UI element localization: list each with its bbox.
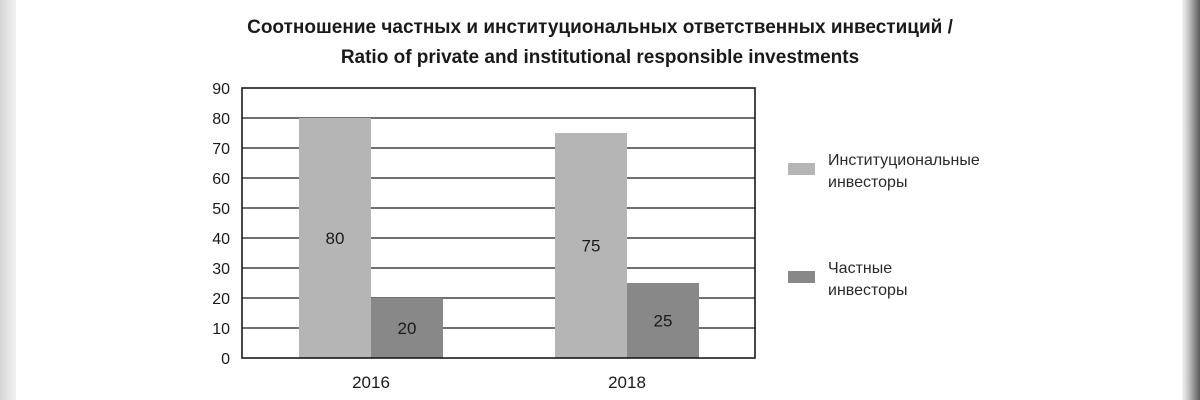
bar [555,133,627,358]
y-tick-label: 20 [212,291,230,308]
legend-label: Институциональные инвесторы [828,152,980,191]
legend-swatch [788,271,815,283]
x-tick-label: 2018 [608,373,646,392]
scan-edge-right [1182,0,1200,400]
x-tick-label: 2016 [352,373,390,392]
bar [299,118,371,358]
legend-label-line: Частные [828,260,892,277]
y-tick-label: 0 [221,351,230,368]
legend: Институциональные инвесторы Частные инвесто… [788,152,980,299]
legend-label-line: Институциональные [828,152,980,169]
legend-swatch [788,163,815,175]
chart-subtitle: Ratio of private and institutional respo… [341,47,859,68]
bar [371,298,443,358]
bar [627,283,699,358]
y-tick-label: 40 [212,231,230,248]
data-label: 20 [398,319,417,338]
data-label: 25 [654,312,673,331]
axes: 0 10 20 30 40 50 60 70 80 90 2016 2018 [212,81,756,392]
y-tick-label: 50 [212,201,230,218]
y-tick-label: 90 [212,81,230,98]
y-tick-label: 10 [212,321,230,338]
data-label: 80 [326,229,345,248]
bars: 80 20 75 25 [299,118,699,358]
legend-label-line: инвесторы [828,282,907,299]
legend-label: Частные инвесторы [828,260,907,299]
y-tick-label: 70 [212,141,230,158]
y-tick-label: 60 [212,171,230,188]
y-tick-label: 30 [212,261,230,278]
scan-edge-left [0,0,16,400]
legend-label-line: инвесторы [828,174,907,191]
chart-title: Соотношение частных и институциональных … [247,17,953,38]
y-tick-label: 80 [212,111,230,128]
plot-frame [241,87,756,359]
data-label: 75 [582,237,601,256]
